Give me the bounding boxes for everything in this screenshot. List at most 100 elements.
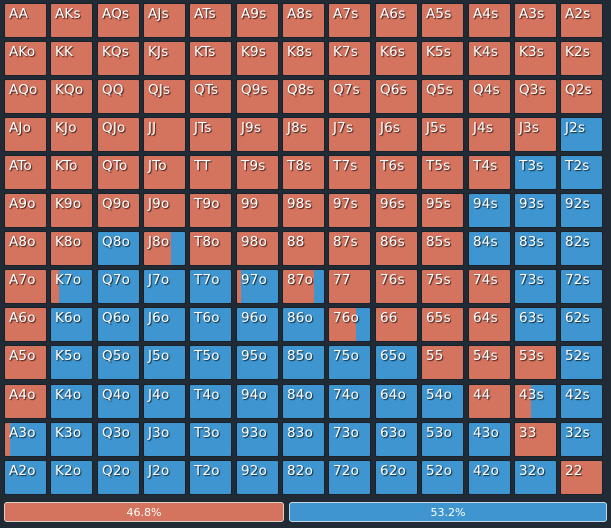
hand-cell[interactable]: T4s xyxy=(468,155,511,190)
hand-cell[interactable]: J7s xyxy=(328,117,371,152)
hand-cell[interactable]: T6s xyxy=(375,155,418,190)
hand-cell[interactable]: K7o xyxy=(50,269,93,304)
hand-cell[interactable]: 86o xyxy=(282,307,325,342)
hand-cell[interactable]: 54s xyxy=(468,345,511,380)
hand-cell[interactable]: 93o xyxy=(236,422,279,457)
hand-cell[interactable]: 96s xyxy=(375,193,418,228)
hand-cell[interactable]: 93s xyxy=(514,193,557,228)
hand-cell[interactable]: 94s xyxy=(468,193,511,228)
hand-cell[interactable]: J9o xyxy=(143,193,186,228)
hand-cell[interactable]: A3s xyxy=(514,3,557,38)
hand-cell[interactable]: J2o xyxy=(143,460,186,495)
hand-cell[interactable]: K4o xyxy=(50,384,93,419)
hand-cell[interactable]: 96o xyxy=(236,307,279,342)
hand-cell[interactable]: KQs xyxy=(97,41,140,76)
hand-cell[interactable]: Q4o xyxy=(97,384,140,419)
hand-cell[interactable]: KTs xyxy=(189,41,232,76)
hand-cell[interactable]: T8o xyxy=(189,231,232,266)
hand-cell[interactable]: 32s xyxy=(560,422,603,457)
hand-cell[interactable]: 92o xyxy=(236,460,279,495)
hand-cell[interactable]: T7s xyxy=(328,155,371,190)
hand-cell[interactable]: 43o xyxy=(468,422,511,457)
hand-cell[interactable]: 43s xyxy=(514,384,557,419)
hand-cell[interactable]: Q9s xyxy=(236,79,279,114)
hand-cell[interactable]: 52s xyxy=(560,345,603,380)
hand-cell[interactable]: J7o xyxy=(143,269,186,304)
hand-cell[interactable]: A8s xyxy=(282,3,325,38)
hand-cell[interactable]: 72s xyxy=(560,269,603,304)
hand-cell[interactable]: K8o xyxy=(50,231,93,266)
hand-cell[interactable]: 33 xyxy=(514,422,557,457)
hand-cell[interactable]: K4s xyxy=(468,41,511,76)
hand-cell[interactable]: 75o xyxy=(328,345,371,380)
hand-cell[interactable]: 63o xyxy=(375,422,418,457)
hand-cell[interactable]: 54o xyxy=(421,384,464,419)
hand-cell[interactable]: T7o xyxy=(189,269,232,304)
hand-cell[interactable]: T3s xyxy=(514,155,557,190)
hand-cell[interactable]: A9o xyxy=(4,193,47,228)
hand-cell[interactable]: Q5o xyxy=(97,345,140,380)
hand-cell[interactable]: J3s xyxy=(514,117,557,152)
hand-cell[interactable]: 42s xyxy=(560,384,603,419)
hand-cell[interactable]: 77 xyxy=(328,269,371,304)
hand-cell[interactable]: KK xyxy=(50,41,93,76)
hand-cell[interactable]: QJs xyxy=(143,79,186,114)
hand-cell[interactable]: 94o xyxy=(236,384,279,419)
hand-cell[interactable]: T2s xyxy=(560,155,603,190)
hand-cell[interactable]: 65s xyxy=(421,307,464,342)
hand-cell[interactable]: 55 xyxy=(421,345,464,380)
hand-cell[interactable]: 64o xyxy=(375,384,418,419)
hand-cell[interactable]: T2o xyxy=(189,460,232,495)
hand-cell[interactable]: 42o xyxy=(468,460,511,495)
hand-cell[interactable]: 88 xyxy=(282,231,325,266)
hand-cell[interactable]: K3s xyxy=(514,41,557,76)
hand-cell[interactable]: AQo xyxy=(4,79,47,114)
hand-cell[interactable]: 95o xyxy=(236,345,279,380)
hand-cell[interactable]: K9o xyxy=(50,193,93,228)
hand-cell[interactable]: J3o xyxy=(143,422,186,457)
hand-cell[interactable]: 73o xyxy=(328,422,371,457)
hand-cell[interactable]: 85o xyxy=(282,345,325,380)
hand-cell[interactable]: J8s xyxy=(282,117,325,152)
hand-cell[interactable]: Q4s xyxy=(468,79,511,114)
hand-cell[interactable]: 82o xyxy=(282,460,325,495)
hand-cell[interactable]: QTs xyxy=(189,79,232,114)
hand-cell[interactable]: J4s xyxy=(468,117,511,152)
hand-cell[interactable]: A7o xyxy=(4,269,47,304)
hand-cell[interactable]: A2s xyxy=(560,3,603,38)
hand-cell[interactable]: 73s xyxy=(514,269,557,304)
hand-cell[interactable]: Q2o xyxy=(97,460,140,495)
hand-cell[interactable]: 44 xyxy=(468,384,511,419)
hand-cell[interactable]: A4s xyxy=(468,3,511,38)
hand-cell[interactable]: Q8o xyxy=(97,231,140,266)
hand-cell[interactable]: Q8s xyxy=(282,79,325,114)
hand-cell[interactable]: A5o xyxy=(4,345,47,380)
hand-cell[interactable]: AJs xyxy=(143,3,186,38)
hand-cell[interactable]: T5s xyxy=(421,155,464,190)
hand-cell[interactable]: 97s xyxy=(328,193,371,228)
hand-cell[interactable]: AA xyxy=(4,3,47,38)
hand-cell[interactable]: A6o xyxy=(4,307,47,342)
hand-cell[interactable]: 84o xyxy=(282,384,325,419)
hand-cell[interactable]: 66 xyxy=(375,307,418,342)
hand-cell[interactable]: 85s xyxy=(421,231,464,266)
hand-cell[interactable]: 76s xyxy=(375,269,418,304)
hand-cell[interactable]: AKo xyxy=(4,41,47,76)
hand-cell[interactable]: 87o xyxy=(282,269,325,304)
hand-cell[interactable]: ATo xyxy=(4,155,47,190)
hand-cell[interactable]: Q5s xyxy=(421,79,464,114)
hand-cell[interactable]: J6o xyxy=(143,307,186,342)
hand-cell[interactable]: K3o xyxy=(50,422,93,457)
hand-cell[interactable]: JJ xyxy=(143,117,186,152)
hand-cell[interactable]: 87s xyxy=(328,231,371,266)
hand-cell[interactable]: 98s xyxy=(282,193,325,228)
hand-cell[interactable]: QQ xyxy=(97,79,140,114)
hand-cell[interactable]: 62s xyxy=(560,307,603,342)
hand-cell[interactable]: J5s xyxy=(421,117,464,152)
hand-cell[interactable]: 32o xyxy=(514,460,557,495)
hand-cell[interactable]: 63s xyxy=(514,307,557,342)
hand-cell[interactable]: 84s xyxy=(468,231,511,266)
hand-cell[interactable]: K9s xyxy=(236,41,279,76)
hand-cell[interactable]: JTs xyxy=(189,117,232,152)
hand-cell[interactable]: 92s xyxy=(560,193,603,228)
